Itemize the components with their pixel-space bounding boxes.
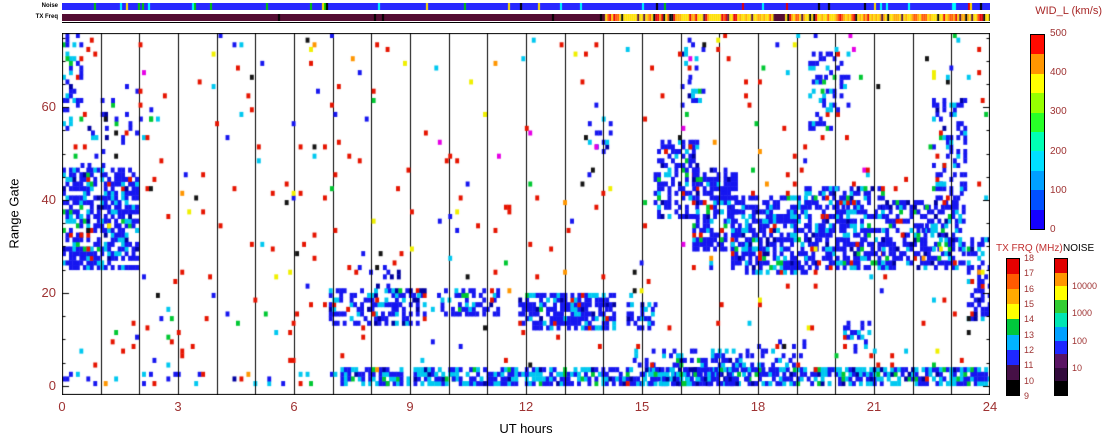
noise-strip	[62, 3, 990, 10]
colorbar-segment	[1055, 313, 1067, 327]
txfrq-colorbar-tick: 9	[1024, 391, 1030, 401]
txfrq-colorbar-tick: 17	[1024, 268, 1035, 279]
wid-colorbar-title: WID_L (km/s)	[1035, 5, 1102, 17]
x-tick-label: 9	[406, 399, 414, 414]
colorbar-segment	[1055, 286, 1067, 300]
wid-colorbar-tick: 100	[1050, 184, 1067, 196]
colorbar-segment	[1031, 93, 1044, 113]
txfrq-colorbar-tick: 13	[1024, 329, 1035, 340]
colorbar-segment	[1007, 304, 1019, 320]
colorbar-segment	[1031, 73, 1044, 94]
noise-colorbar-title: NOISE	[1063, 243, 1095, 254]
noise-strip-label: Noise	[41, 3, 58, 9]
colorbar-segment	[1007, 334, 1019, 350]
colorbar-segment	[1007, 259, 1019, 275]
txfrq-colorbar-tick: 16	[1024, 283, 1035, 294]
x-tick-label: 24	[982, 399, 998, 414]
y-tick-label: 0	[48, 377, 56, 393]
wid-colorbar-tick: 300	[1050, 106, 1067, 118]
colorbar-segment	[1055, 259, 1067, 273]
colorbar-segment	[1031, 170, 1044, 191]
colorbar-segment	[1007, 379, 1019, 395]
x-tick-label: 18	[750, 399, 766, 414]
txfrq-colorbar-tick: 10	[1024, 375, 1035, 386]
colorbar-segment	[1055, 367, 1067, 382]
txfrq-colorbar-tick: 18	[1024, 253, 1035, 263]
colorbar-segment	[1031, 151, 1044, 171]
noise-colorbar-tick: 1000	[1072, 308, 1093, 319]
x-tick-label: 3	[174, 399, 182, 414]
colorbar-segment	[1055, 326, 1067, 341]
colorbar-segment	[1031, 209, 1044, 230]
noise-colorbar	[1054, 258, 1068, 396]
colorbar-segment	[1007, 289, 1019, 305]
colorbar-segment	[1007, 319, 1019, 335]
x-tick-label: 12	[518, 399, 534, 414]
y-tick-label: 40	[41, 192, 56, 208]
x-tick-label: 21	[866, 399, 882, 414]
colorbar-segment	[1055, 340, 1067, 355]
colorbar-segment	[1055, 272, 1067, 287]
x-tick-label: 0	[58, 399, 66, 414]
colorbar-segment	[1007, 349, 1019, 365]
colorbar-segment	[1031, 35, 1044, 55]
txfrq-colorbar-tick: 15	[1024, 299, 1035, 309]
colorbar-segment	[1007, 364, 1019, 380]
y-axis-label: Range Gate	[6, 178, 22, 249]
x-axis-label: UT hours	[499, 421, 553, 436]
txfrq-colorbar-tick: 12	[1024, 345, 1035, 355]
txfreq-strip	[62, 14, 990, 21]
colorbar-segment	[1007, 274, 1019, 290]
noise-colorbar-tick: 10000	[1072, 280, 1098, 291]
noise-colorbar-tick: 10	[1072, 363, 1083, 374]
colorbar-segment	[1055, 381, 1067, 395]
wid-colorbar-tick: 400	[1050, 67, 1067, 79]
noise-colorbar-tick: 100	[1072, 335, 1088, 346]
x-tick-label: 6	[290, 399, 298, 414]
txfrq-colorbar-tick: 11	[1024, 360, 1034, 371]
y-tick-label: 20	[41, 284, 56, 300]
range-time-plot-canvas	[62, 33, 990, 395]
txfreq-strip-label: TX Freq	[35, 14, 58, 20]
strip-divider-line	[62, 22, 990, 23]
txfrq-colorbar-tick: 14	[1024, 314, 1035, 325]
txfrq-colorbar-title: TX FRQ (MHz)	[996, 243, 1063, 254]
x-tick-label: 15	[634, 399, 650, 414]
colorbar-segment	[1031, 132, 1044, 152]
colorbar-segment	[1031, 54, 1044, 74]
wid-colorbar	[1030, 34, 1045, 230]
colorbar-segment	[1031, 112, 1044, 133]
wid-colorbar-tick: 200	[1050, 145, 1067, 157]
wid-colorbar-tick: 0	[1050, 224, 1056, 235]
colorbar-segment	[1055, 354, 1067, 368]
colorbar-segment	[1055, 299, 1067, 314]
y-tick-label: 60	[41, 99, 56, 115]
txfrq-colorbar	[1006, 258, 1020, 396]
colorbar-segment	[1031, 190, 1044, 210]
wid-colorbar-tick: 500	[1050, 28, 1067, 39]
